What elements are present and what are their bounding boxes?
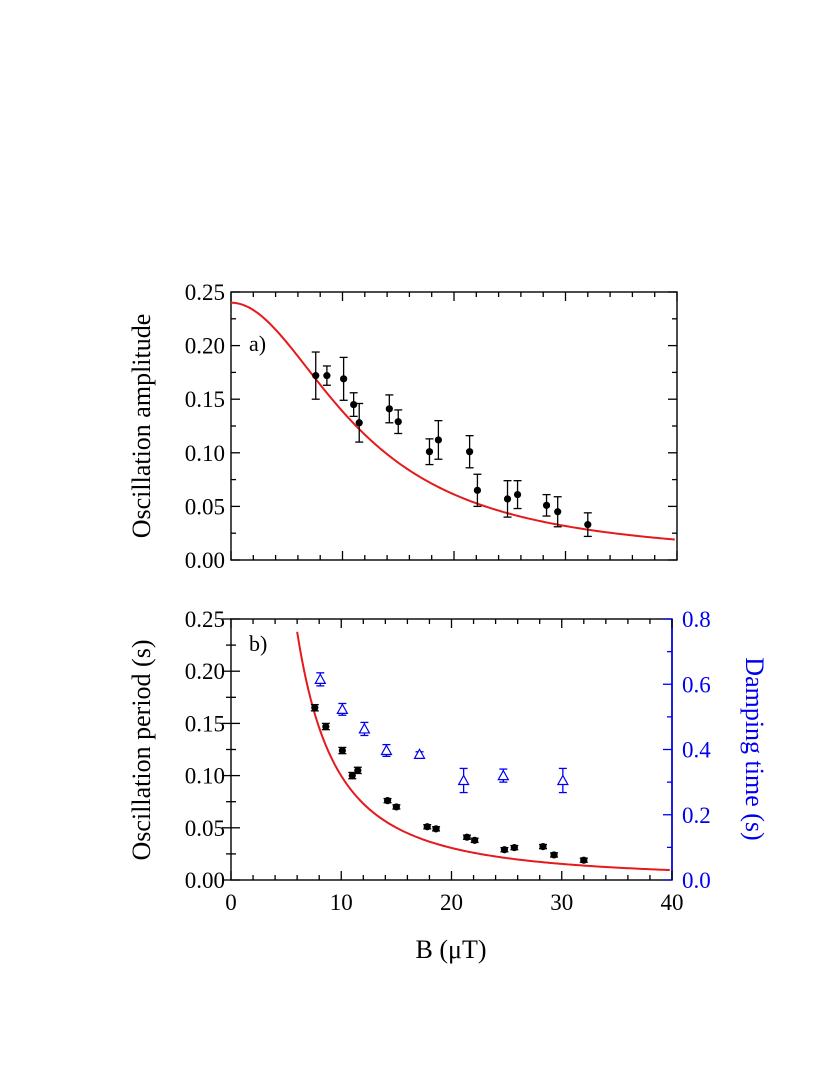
panel-b-plot-frame <box>230 618 673 881</box>
data-point <box>497 769 510 781</box>
data-point <box>425 448 434 456</box>
x-tick-label: 40 <box>661 890 684 915</box>
y-tick-label: 0.10 <box>185 764 225 789</box>
data-point <box>471 836 479 844</box>
panel-a-y-axis-label: Oscillation amplitude <box>127 314 156 539</box>
panel-b-y-axis-label: Oscillation period (s) <box>127 640 156 861</box>
y-tick-label: 0.00 <box>185 548 225 573</box>
y2-tick-label: 0.0 <box>682 868 711 893</box>
data-point <box>513 491 522 499</box>
y-tick-label: 0.15 <box>185 711 225 736</box>
data-point <box>323 372 331 380</box>
data-point <box>434 436 442 444</box>
data-point <box>432 825 440 833</box>
data-point <box>510 844 518 852</box>
panel-a-data-points <box>311 351 592 538</box>
panel-a-label: a) <box>249 331 266 356</box>
panel-b-damping-axis: 0.0 0.2 0.4 0.6 0.8 <box>663 607 711 893</box>
data-point <box>358 722 371 734</box>
x-axis-label: B (μT) <box>416 935 487 964</box>
y2-tick-label: 0.4 <box>682 738 711 763</box>
y-tick-label: 0.15 <box>185 387 225 412</box>
panel-b-period: 0.00 0.05 0.10 0.15 0.20 0.25 0.0 0.2 0.4 0.6 0.8… <box>127 607 769 964</box>
panel-b-fit-curve <box>296 631 670 872</box>
data-point <box>312 372 320 380</box>
x-tick-label: 30 <box>550 890 573 915</box>
data-point <box>457 774 470 786</box>
x-tick-label: 10 <box>330 890 353 915</box>
data-point <box>385 405 393 413</box>
data-point <box>550 851 558 859</box>
data-point <box>350 400 358 409</box>
y-tick-label: 0.20 <box>185 334 225 359</box>
data-point <box>314 673 327 684</box>
x-tick-label: 20 <box>440 890 463 915</box>
data-point <box>500 846 509 854</box>
data-point <box>473 486 482 494</box>
data-point <box>394 418 402 426</box>
panel-a-y-axis: 0.00 0.05 0.10 0.15 0.20 0.25 <box>185 280 677 573</box>
y-tick-label: 0.05 <box>185 494 225 519</box>
damping-time-axis-label: Damping time (s) <box>740 657 769 840</box>
data-point <box>338 746 346 755</box>
data-point <box>311 704 319 712</box>
y-tick-label: 0.10 <box>185 441 225 466</box>
data-point <box>340 375 348 383</box>
data-point <box>539 842 547 851</box>
panel-b-period-points <box>310 703 588 864</box>
y-tick-label: 0.20 <box>185 659 225 684</box>
data-point <box>322 722 330 731</box>
data-point <box>423 823 431 831</box>
data-point <box>463 833 471 841</box>
data-point <box>380 744 393 756</box>
y2-tick-label: 0.2 <box>682 803 711 828</box>
data-point <box>503 495 512 503</box>
data-point <box>466 448 474 456</box>
y-tick-label: 0.25 <box>185 607 225 632</box>
data-point <box>584 521 592 529</box>
data-point <box>542 501 551 509</box>
y-tick-label: 0.05 <box>185 816 225 841</box>
data-point <box>336 703 349 714</box>
x-tick-label: 0 <box>225 890 237 915</box>
y2-tick-label: 0.8 <box>682 607 711 632</box>
data-point <box>413 748 426 759</box>
y2-tick-label: 0.6 <box>682 672 711 697</box>
panel-b-y-axis: 0.00 0.05 0.10 0.15 0.20 0.25 <box>185 607 240 893</box>
panel-a-x-axis <box>230 292 678 560</box>
panel-a-amplitude: 0.00 0.05 0.10 0.15 0.20 0.25 a) Oscillation … <box>127 280 678 573</box>
y-tick-label: 0.00 <box>185 868 225 893</box>
data-point <box>383 797 392 805</box>
data-point <box>392 803 400 811</box>
panel-b-label: b) <box>249 631 267 656</box>
data-point <box>355 419 363 427</box>
panel-b-x-axis: 0 10 20 30 40 <box>225 619 684 915</box>
data-point <box>554 508 562 516</box>
panel-a-fit-curve <box>230 301 675 541</box>
data-point <box>556 774 569 786</box>
damping-time-points <box>314 672 569 794</box>
y-tick-label: 0.25 <box>185 280 225 305</box>
panel-a-plot-frame <box>230 291 678 561</box>
data-point <box>354 766 362 774</box>
data-point <box>580 856 588 864</box>
